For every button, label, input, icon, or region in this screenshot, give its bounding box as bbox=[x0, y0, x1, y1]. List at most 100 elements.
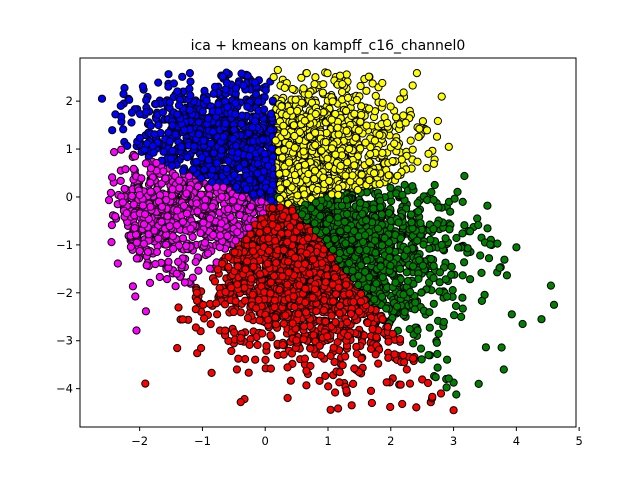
scatter-point bbox=[323, 69, 332, 78]
scatter-point bbox=[132, 254, 141, 263]
scatter-point bbox=[299, 147, 308, 156]
scatter-point bbox=[204, 155, 213, 164]
scatter-point bbox=[335, 309, 344, 318]
scatter-point bbox=[107, 221, 117, 230]
scatter-point bbox=[237, 69, 246, 78]
scatter-point bbox=[232, 141, 241, 150]
scatter-point bbox=[400, 307, 409, 317]
scatter-point bbox=[399, 351, 408, 360]
scatter-point bbox=[537, 315, 546, 324]
scatter-point bbox=[281, 311, 290, 320]
scatter-point bbox=[277, 102, 286, 111]
scatter-point bbox=[201, 195, 210, 204]
scatter-point bbox=[409, 354, 418, 363]
scatter-point bbox=[146, 202, 155, 211]
scatter-point bbox=[264, 161, 273, 170]
scatter-point bbox=[228, 196, 238, 205]
scatter-point bbox=[334, 190, 343, 199]
scatter-point bbox=[335, 368, 344, 377]
scatter-point bbox=[425, 244, 434, 253]
scatter-point bbox=[208, 165, 217, 174]
scatter-point bbox=[362, 216, 371, 225]
scatter-point bbox=[275, 285, 284, 294]
scatter-point bbox=[242, 235, 251, 244]
scatter-point bbox=[311, 109, 320, 119]
scatter-point bbox=[378, 273, 387, 282]
scatter-point bbox=[473, 214, 482, 223]
scatter-point bbox=[345, 144, 354, 154]
scatter-point bbox=[135, 246, 144, 256]
scatter-point bbox=[242, 184, 251, 194]
scatter-point bbox=[370, 295, 379, 304]
scatter-point bbox=[266, 186, 275, 195]
scatter-point bbox=[119, 89, 128, 99]
scatter-point bbox=[414, 132, 423, 141]
scatter-point bbox=[253, 159, 262, 168]
scatter-point bbox=[304, 90, 313, 99]
scatter-point bbox=[180, 278, 189, 287]
scatter-point bbox=[432, 132, 442, 141]
scatter-point bbox=[207, 177, 217, 187]
scatter-point bbox=[177, 142, 186, 151]
scatter-point bbox=[378, 98, 387, 108]
scatter-point bbox=[370, 236, 380, 245]
scatter-point bbox=[368, 79, 377, 88]
scatter-point bbox=[327, 254, 336, 263]
scatter-point bbox=[286, 222, 295, 231]
scatter-point bbox=[306, 344, 315, 353]
scatter-point bbox=[248, 290, 257, 299]
scatter-point bbox=[300, 322, 309, 331]
scatter-point bbox=[435, 268, 444, 277]
scatter-point bbox=[408, 182, 417, 191]
scatter-point bbox=[104, 196, 114, 205]
scatter-point bbox=[546, 281, 556, 290]
scatter-point bbox=[178, 72, 187, 81]
scatter-point bbox=[417, 355, 426, 364]
scatter-point bbox=[231, 99, 240, 108]
scatter-point bbox=[327, 115, 336, 124]
scatter-point bbox=[458, 271, 467, 280]
scatter-point bbox=[341, 352, 350, 361]
scatter-point bbox=[268, 96, 277, 105]
scatter-point bbox=[342, 209, 352, 219]
scatter-point bbox=[454, 243, 463, 252]
scatter-point bbox=[345, 289, 354, 298]
scatter-point bbox=[343, 331, 353, 340]
scatter-point bbox=[247, 202, 256, 211]
scatter-point bbox=[129, 200, 138, 209]
scatter-point bbox=[106, 188, 116, 197]
scatter-point bbox=[212, 299, 221, 308]
scatter-point bbox=[254, 97, 263, 106]
scatter-point bbox=[327, 311, 336, 320]
scatter-point bbox=[329, 343, 338, 352]
scatter-point bbox=[341, 239, 350, 248]
scatter-point bbox=[270, 271, 279, 281]
scatter-point bbox=[220, 300, 230, 309]
scatter-point bbox=[154, 234, 163, 243]
scatter-point bbox=[335, 378, 344, 387]
scatter-point bbox=[326, 351, 335, 360]
scatter-point bbox=[378, 241, 387, 250]
scatter-point bbox=[209, 89, 218, 98]
scatter-point bbox=[346, 246, 355, 255]
scatter-point bbox=[138, 201, 148, 210]
scatter-point bbox=[447, 262, 456, 271]
scatter-point bbox=[362, 245, 371, 255]
scatter-point bbox=[355, 307, 364, 316]
scatter-point bbox=[431, 373, 440, 382]
scatter-point bbox=[232, 182, 241, 191]
scatter-point bbox=[365, 158, 374, 167]
scatter-point bbox=[451, 301, 461, 311]
scatter-point bbox=[227, 346, 236, 356]
scatter-point bbox=[321, 278, 330, 287]
scatter-point bbox=[402, 245, 412, 255]
scatter-point bbox=[365, 176, 374, 185]
scatter-points bbox=[97, 65, 559, 415]
scatter-point bbox=[460, 221, 469, 230]
scatter-point bbox=[392, 113, 401, 122]
scatter-point bbox=[217, 192, 226, 201]
scatter-point bbox=[458, 293, 467, 302]
scatter-point bbox=[254, 295, 263, 305]
scatter-point bbox=[275, 194, 284, 203]
scatter-point bbox=[232, 365, 241, 374]
